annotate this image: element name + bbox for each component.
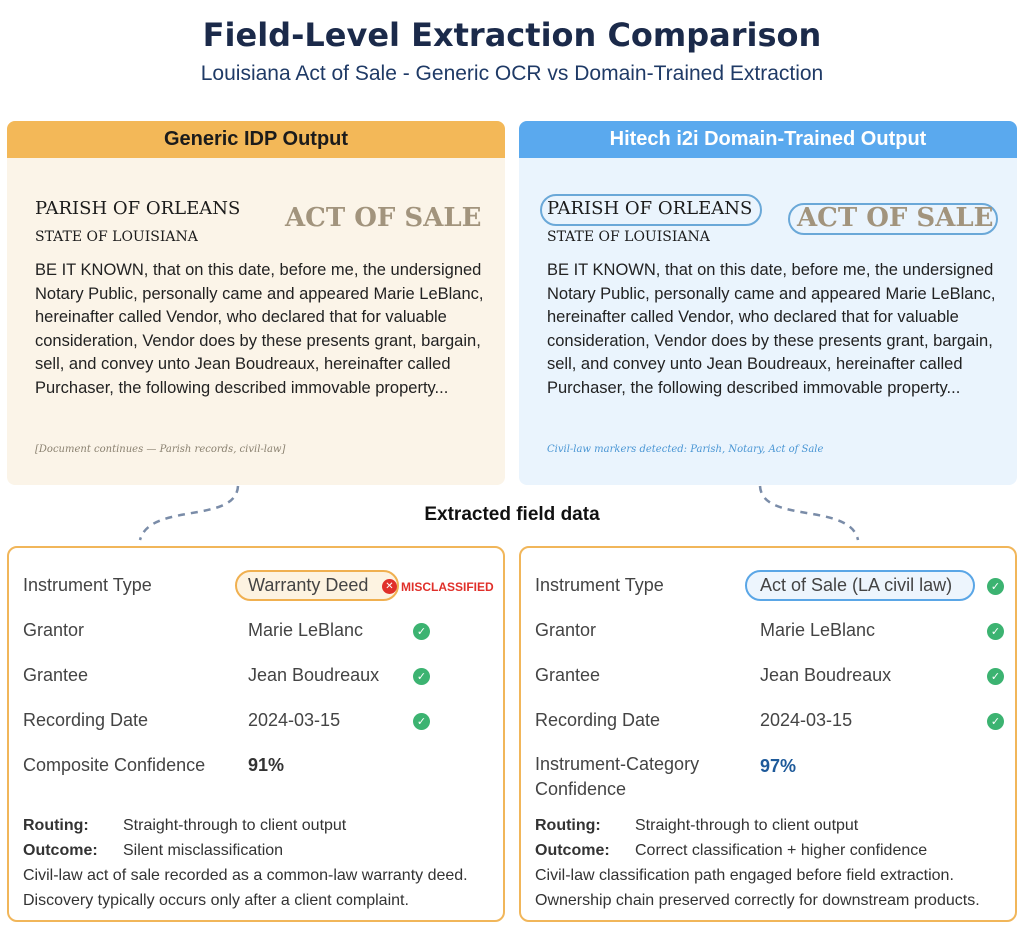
grantor-value: Marie LeBlanc bbox=[248, 620, 364, 640]
note-line-1: Civil-law classification path engaged be… bbox=[535, 867, 954, 884]
note-line-2: Discovery typically occurs only after a … bbox=[23, 892, 409, 909]
recording-date-value: 2024-03-15 bbox=[760, 710, 853, 730]
recording-date-label: Recording Date bbox=[23, 710, 149, 730]
extracted-field-data-heading: Extracted field data bbox=[424, 504, 600, 525]
confidence-label-line-1: Instrument-Category bbox=[535, 754, 700, 774]
parish-heading: PARISH OF ORLEANS bbox=[547, 198, 753, 219]
instrument-type-pill bbox=[745, 570, 975, 601]
act-highlight-oval bbox=[788, 203, 998, 235]
grantee-value: Jean Boudreaux bbox=[760, 665, 892, 685]
domain-extracted-fields-panel: Instrument Type Act of Sale (LA civil la… bbox=[519, 546, 1017, 922]
composite-confidence-label: Composite Confidence bbox=[23, 755, 206, 775]
grantee-label: Grantee bbox=[23, 665, 89, 685]
instrument-type-pill bbox=[235, 570, 399, 601]
grantor-label: Grantor bbox=[535, 620, 597, 640]
x-circle-icon: ✕ bbox=[382, 579, 397, 594]
check-circle-icon: ✓ bbox=[413, 713, 430, 730]
routing-value: Straight-through to client output bbox=[123, 817, 347, 834]
page-subtitle: Louisiana Act of Sale - Generic OCR vs D… bbox=[200, 62, 824, 85]
instrument-type-value: Act of Sale (LA civil law) bbox=[760, 575, 953, 595]
check-circle-icon: ✓ bbox=[987, 713, 1004, 730]
parish-heading: PARISH OF ORLEANS bbox=[35, 198, 241, 219]
generic-extracted-fields-panel: Instrument Type Warranty Deed ✕ MISCLASS… bbox=[7, 546, 505, 922]
confidence-label-line-2: Confidence bbox=[535, 779, 627, 799]
outcome-label: Outcome: bbox=[23, 842, 98, 859]
check-circle-icon: ✓ bbox=[413, 623, 430, 640]
outcome-value: Correct classification + higher confiden… bbox=[635, 842, 928, 859]
instrument-type-label: Instrument Type bbox=[535, 575, 664, 595]
domain-trained-header: Hitech i2i Domain-Trained Output bbox=[519, 121, 1017, 158]
document-note: Civil-law markers detected: Parish, Nota… bbox=[547, 444, 824, 455]
recording-date-value: 2024-03-15 bbox=[248, 710, 341, 730]
outcome-value: Silent misclassification bbox=[123, 842, 284, 859]
check-circle-icon: ✓ bbox=[987, 668, 1004, 685]
composite-confidence-value: 91% bbox=[248, 755, 285, 775]
grantee-label: Grantee bbox=[535, 665, 601, 685]
check-circle-icon: ✓ bbox=[987, 578, 1004, 595]
state-heading: STATE OF LOUISIANA bbox=[35, 229, 198, 245]
dashed-connectors bbox=[138, 485, 860, 541]
check-circle-icon: ✓ bbox=[413, 668, 430, 685]
left-dashed-connector bbox=[138, 485, 240, 541]
instrument-category-confidence-value: 97% bbox=[760, 756, 797, 776]
parish-highlight-oval bbox=[540, 194, 762, 226]
document-body-text: BE IT KNOWN, that on this date, before m… bbox=[547, 261, 996, 397]
instrument-type-value: Warranty Deed bbox=[248, 575, 369, 595]
state-heading: STATE OF LOUISIANA bbox=[547, 229, 710, 245]
domain-trained-document-panel: Hitech i2i Domain-Trained Output PARISH … bbox=[519, 121, 1017, 485]
grantor-label: Grantor bbox=[23, 620, 85, 640]
routing-label: Routing: bbox=[23, 817, 89, 834]
generic-idp-document-panel: Generic IDP Output PARISH OF ORLEANS STA… bbox=[7, 121, 505, 485]
right-dashed-connector bbox=[758, 485, 860, 541]
check-circle-icon: ✓ bbox=[987, 623, 1004, 640]
grantor-value: Marie LeBlanc bbox=[760, 620, 876, 640]
document-body-text: BE IT KNOWN, that on this date, before m… bbox=[35, 261, 484, 397]
act-of-sale-heading: ACT OF SALE bbox=[285, 203, 482, 233]
note-line-1: Civil-law act of sale recorded as a comm… bbox=[23, 867, 468, 884]
misclassified-badge: MISCLASSIFIED bbox=[401, 580, 494, 594]
note-line-2: Ownership chain preserved correctly for … bbox=[535, 892, 980, 909]
generic-idp-header: Generic IDP Output bbox=[7, 121, 505, 158]
grantee-value: Jean Boudreaux bbox=[248, 665, 380, 685]
act-of-sale-heading: ACT OF SALE bbox=[797, 203, 994, 233]
routing-label: Routing: bbox=[535, 817, 601, 834]
recording-date-label: Recording Date bbox=[535, 710, 661, 730]
routing-value: Straight-through to client output bbox=[635, 817, 859, 834]
page-title: Field-Level Extraction Comparison bbox=[202, 16, 822, 54]
outcome-label: Outcome: bbox=[535, 842, 610, 859]
instrument-type-label: Instrument Type bbox=[23, 575, 152, 595]
document-note: [Document continues — Parish records, ci… bbox=[35, 444, 286, 455]
